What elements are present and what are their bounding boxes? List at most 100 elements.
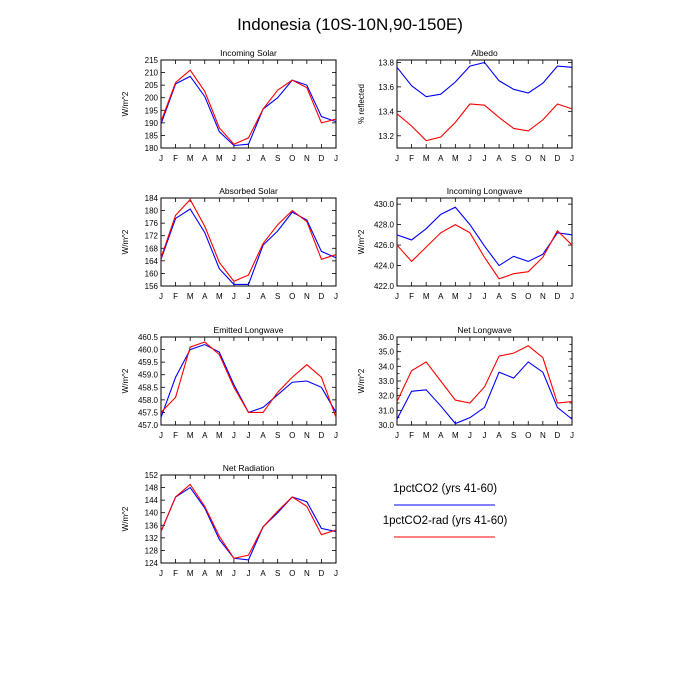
y-tick-label: 210 [145,69,159,78]
panel-title: Emitted Longwave [214,325,284,335]
y-tick-label: 164 [145,257,159,266]
x-tick-label: F [173,431,178,440]
x-tick-label: F [409,431,414,440]
x-tick-label: J [247,569,251,578]
x-tick-label: A [202,292,208,301]
y-axis-label: W/m^2 [121,91,130,116]
y-axis-label: W/m^2 [121,506,130,531]
y-tick-label: 180 [145,207,159,216]
y-tick-label: 205 [145,81,159,90]
legend: 1pctCO2 (yrs 41-60) 1pctCO2-rad (yrs 41-6… [383,483,507,538]
x-tick-label: J [468,431,472,440]
x-tick-label: M [216,431,223,440]
y-tick-label: 458.0 [138,396,159,405]
x-tick-label: J [232,154,236,163]
x-tick-label: J [247,292,251,301]
x-tick-label: S [275,154,280,163]
x-tick-label: A [438,154,444,163]
x-tick-label: J [334,431,338,440]
x-tick-label: N [304,431,310,440]
y-tick-label: 195 [145,106,159,115]
x-tick-label: J [395,292,399,301]
y-tick-label: 132 [145,534,159,543]
x-tick-label: A [260,431,266,440]
panel-title: Net Longwave [457,325,512,335]
panel-title: Net Radiation [223,463,275,473]
y-tick-label: 185 [145,131,159,140]
x-tick-label: J [159,569,163,578]
x-tick-label: N [304,569,310,578]
panel-title: Incoming Longwave [447,186,523,196]
x-tick-label: M [452,154,459,163]
x-tick-label: S [511,154,516,163]
x-tick-label: S [511,431,516,440]
y-tick-label: 13.6 [378,83,394,92]
x-tick-label: F [409,154,414,163]
x-tick-label: M [187,431,194,440]
x-tick-label: J [468,292,472,301]
plot-frame [396,197,573,287]
x-tick-label: J [232,292,236,301]
x-tick-label: J [334,154,338,163]
y-tick-label: 215 [145,56,159,65]
series-line-red [160,483,337,559]
x-tick-label: A [202,154,208,163]
x-tick-label: D [319,154,325,163]
series-line-red [396,345,573,404]
x-tick-label: O [525,431,531,440]
x-tick-label: S [511,292,516,301]
x-tick-label: O [289,154,295,163]
x-tick-label: J [395,154,399,163]
y-tick-label: 13.8 [378,58,394,67]
y-tick-label: 460.0 [138,346,159,355]
y-tick-label: 124 [145,559,159,568]
x-tick-label: N [540,154,546,163]
y-tick-label: 136 [145,521,159,530]
x-tick-label: A [496,154,502,163]
y-tick-label: 148 [145,484,159,493]
y-tick-label: 190 [145,119,159,128]
y-axis-label: W/m^2 [121,229,130,254]
x-tick-label: A [438,292,444,301]
panel-title: Absorbed Solar [219,186,278,196]
x-tick-label: A [438,431,444,440]
x-tick-label: J [334,292,338,301]
x-tick-label: J [232,569,236,578]
y-axis-label: W/m^2 [357,229,366,254]
y-tick-label: 430.0 [374,200,395,209]
y-tick-label: 176 [145,219,159,228]
x-tick-label: M [423,154,430,163]
x-tick-label: A [260,292,266,301]
x-tick-label: J [395,431,399,440]
x-tick-label: J [334,569,338,578]
x-tick-label: N [540,292,546,301]
series-line-red [396,223,573,280]
x-tick-label: O [525,154,531,163]
x-tick-label: S [275,292,280,301]
x-tick-label: D [555,154,561,163]
y-tick-label: 457.5 [138,408,159,417]
y-tick-label: 180 [145,144,159,153]
y-tick-label: 36.0 [378,333,394,342]
x-tick-label: M [423,431,430,440]
y-tick-label: 144 [145,496,159,505]
y-tick-label: 152 [145,471,159,480]
y-tick-label: 168 [145,244,159,253]
x-tick-label: D [319,431,325,440]
x-tick-label: N [304,154,310,163]
x-tick-label: A [202,431,208,440]
y-tick-label: 426.0 [374,241,395,250]
x-tick-label: M [187,292,194,301]
x-tick-label: F [173,569,178,578]
x-tick-label: A [260,154,266,163]
x-tick-label: N [304,292,310,301]
plot-frame [160,474,337,564]
y-tick-label: 128 [145,546,159,555]
series-line-blue [160,75,337,147]
